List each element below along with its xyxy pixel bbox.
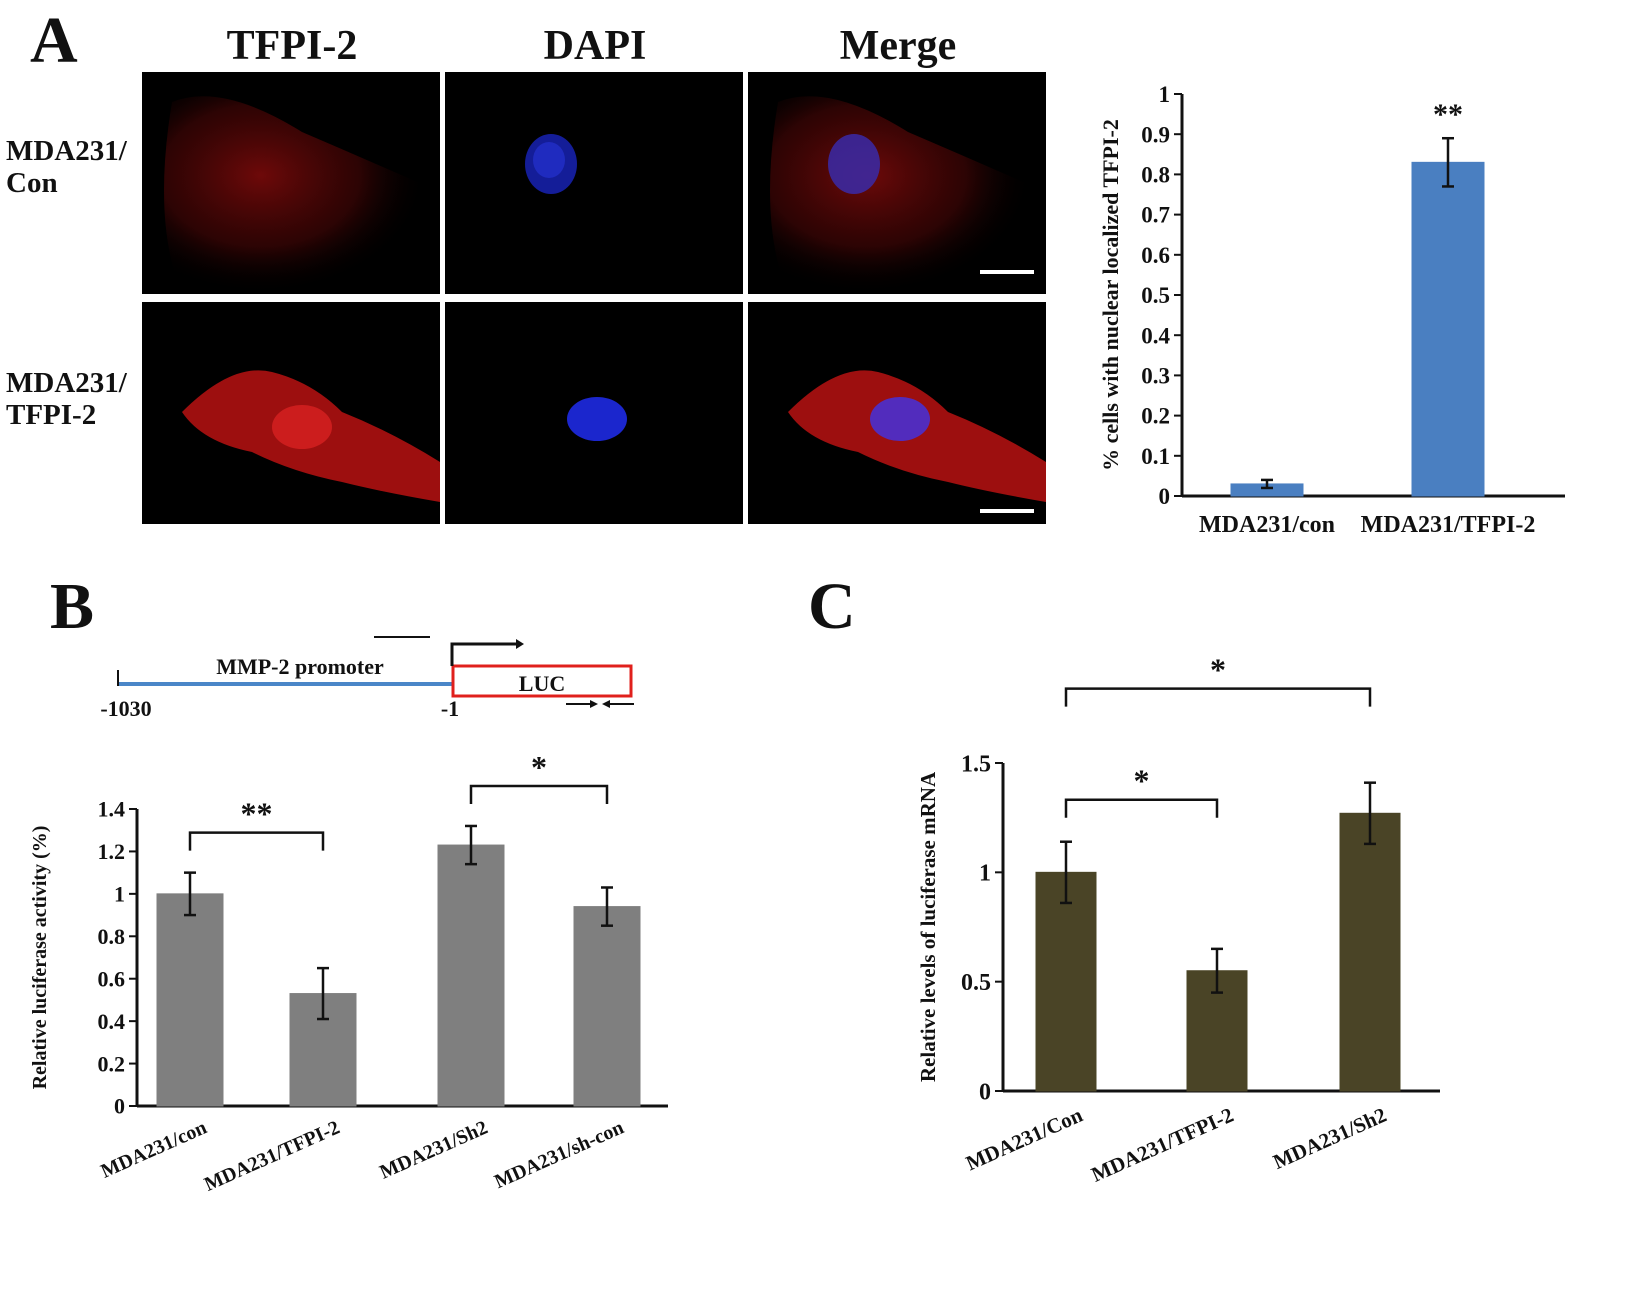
chart-b-y-tick-label: 0.6 [98,966,126,991]
chart-b-y-tick-label: 0.8 [98,924,126,949]
luc-label: LUC [519,671,565,696]
chart-c-y-label: Relative levels of luciferase mRNA [916,771,940,1082]
panel-label-a: A [30,4,78,77]
chart-a-y-tick-label: 0.2 [1141,404,1170,429]
micrograph-tfpi2-tfpi2 [142,302,440,524]
chart-a-y-tick-label: 0.6 [1141,243,1170,268]
chart-b-y-tick-label: 1 [114,882,125,907]
chart-c-significance-label: * [1134,763,1150,799]
panel-label-b: B [50,570,95,643]
column-header-merge: Merge [839,23,957,69]
chart-a-y-tick-label: 1 [1159,82,1171,107]
primer-forward-head [590,700,598,708]
chart-b-significance-bracket [188,831,325,851]
chart-a-y-tick-label: 0.5 [1141,283,1170,308]
panel-label-c: C [808,570,856,643]
chart-b-y-tick-label: 1.4 [98,797,126,822]
chart-b-y-label: Relative luciferase activity (%) [29,826,51,1090]
row-label-tfpi2-line1: MDA231/ [6,367,127,399]
chart-b-y-tick-label: 1.2 [98,839,126,864]
chart-b-y-tick-label: 0.4 [98,1009,126,1034]
chart-c-bar [1339,812,1401,1092]
chart-c-significance-label: * [1210,652,1226,688]
scale-bar [980,270,1034,274]
chart-c-bar [1035,871,1097,1092]
row-label-con-line1: MDA231/ [6,135,127,167]
chart-c-y-tick-label: 1 [979,861,991,887]
chart-a-y-tick-label: 0.3 [1141,363,1170,388]
row-label-tfpi2: MDA231/ TFPI-2 [6,367,127,431]
micrograph-con-dapi [445,72,743,294]
row-label-con-line2: Con [6,167,58,199]
chart-a-y-tick-label: 0 [1159,484,1171,509]
luc-box [451,664,633,698]
chart-b-y-tick-label: 0 [114,1094,125,1119]
chart-c-significance-bracket [1064,798,1219,818]
promoter-end-label: -1 [441,696,459,721]
chart-a-y-tick-label: 0.1 [1141,444,1170,469]
chart-a-y-tick-label: 0.9 [1141,122,1170,147]
chart-b-significance-label: ** [241,796,273,832]
chart-c-x-tick-label: MDA231/Sh2 [1269,1103,1390,1174]
micrograph-tfpi2-dapi [445,302,743,524]
micrograph-con-tfpi2 [142,72,440,294]
promoter-label: MMP-2 promoter [216,654,384,679]
primer-reverse-head [602,700,610,708]
chart-b-y-tick-label: 0.2 [98,1051,126,1076]
chart-c-significance-bracket [1064,687,1372,707]
chart-b-bar [573,906,641,1107]
transcription-start-arrowhead [516,639,524,649]
column-header-dapi: DAPI [543,23,647,69]
transcription-start-arrow [450,642,516,666]
chart-a-y-label: % cells with nuclear localized TFPI-2 [1098,119,1123,471]
chart-c-x-tick-label: MDA231/TFPI-2 [1088,1103,1237,1187]
chart-a-y-tick-label: 0.8 [1141,162,1170,187]
chart-b-significance-label: * [531,749,547,785]
chart-c-y-tick-label: 0.5 [961,970,991,996]
column-header-tfpi2: TFPI-2 [226,23,358,69]
scale-bar [980,509,1034,513]
chart-b-significance-bracket [469,784,609,804]
chart-a-y-tick-label: 0.4 [1141,323,1170,348]
chart-c-y-tick-label: 1.5 [961,751,991,777]
row-label-con: MDA231/ Con [6,135,127,199]
chart-a-y-tick-label: 0.7 [1141,203,1170,228]
micrograph-tfpi2-merge [748,302,1046,524]
chart-c-y-tick-label: 0 [979,1079,991,1105]
chart-c-x-tick-label: MDA231/Con [962,1103,1086,1176]
chart-a-significance-label: ** [1433,98,1463,131]
chart-a-x-tick-label: MDA231/con [1199,512,1335,538]
micrograph-con-merge [748,72,1046,294]
chart-b-bar [437,844,505,1107]
promoter-start-label: -1030 [100,696,151,721]
chart-a-bar [1411,161,1485,497]
row-label-tfpi2-line2: TFPI-2 [6,399,97,431]
chart-a-x-tick-label: MDA231/TFPI-2 [1361,512,1536,538]
